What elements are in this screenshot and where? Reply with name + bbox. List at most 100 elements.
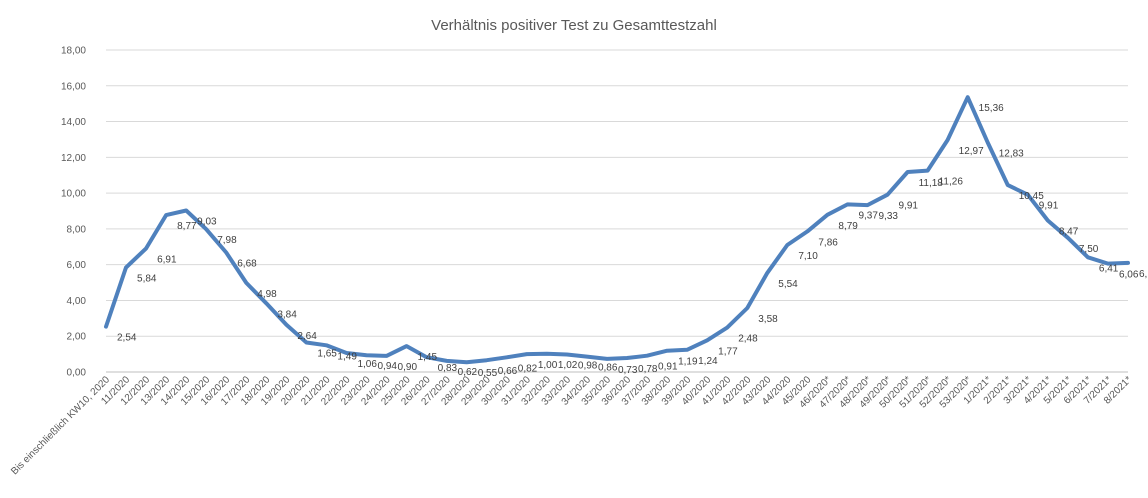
data-label: 9,03 [197, 216, 217, 227]
data-label: 0,82 [518, 363, 538, 374]
data-label: 8,77 [177, 221, 197, 232]
data-point [785, 243, 789, 247]
data-point [565, 352, 569, 356]
data-point [705, 338, 709, 342]
data-point [1086, 255, 1090, 259]
data-label: 1,00 [538, 360, 558, 371]
data-point [685, 348, 689, 352]
y-axis: 0,00 2,00 4,00 6,00 8,00 10,00 12,00 14,00 16,00… [61, 46, 86, 379]
data-label: 0,98 [578, 360, 598, 371]
data-label: 7,98 [217, 235, 237, 246]
data-point [765, 271, 769, 275]
data-point [1026, 193, 1030, 197]
data-point [224, 251, 228, 255]
data-label: 15,36 [979, 103, 1004, 114]
data-point [986, 140, 990, 144]
data-point [946, 138, 950, 142]
data-label: 2,54 [117, 333, 137, 344]
data-point [1106, 262, 1110, 266]
data-label: 4,98 [257, 289, 277, 300]
data-label: 6,68 [237, 259, 257, 270]
data-point [385, 354, 389, 358]
data-point [204, 227, 208, 231]
y-tick-label: 0,00 [67, 368, 87, 379]
data-point [966, 95, 970, 99]
series-ratio [104, 95, 1130, 365]
data-label: 1,49 [337, 351, 357, 362]
y-tick-label: 10,00 [61, 189, 86, 200]
data-point [124, 266, 128, 270]
data-point [144, 246, 148, 250]
data-label: 1,06 [357, 359, 377, 370]
data-label: 3,84 [277, 309, 297, 320]
y-tick-label: 2,00 [67, 332, 87, 343]
y-tick-label: 12,00 [61, 153, 86, 164]
data-point [585, 355, 589, 359]
data-label: 0,83 [438, 363, 458, 374]
y-tick-label: 14,00 [61, 117, 86, 128]
data-point [845, 202, 849, 206]
data-label: 1,77 [718, 346, 738, 357]
data-point [625, 356, 629, 360]
data-point [745, 306, 749, 310]
data-label: 0,62 [458, 367, 478, 378]
data-label: 0,94 [378, 361, 398, 372]
data-label: 9,37 [858, 210, 878, 221]
data-point [1126, 261, 1130, 265]
data-label: 6,41 [1099, 263, 1119, 274]
data-point [505, 355, 509, 359]
data-point [865, 203, 869, 207]
y-tick-label: 8,00 [67, 224, 87, 235]
data-labels: 2,54 5,846,91 8,77 9,037,98 6,68 4,983,842,64… [117, 103, 1148, 379]
data-label: 7,86 [818, 237, 838, 248]
data-label: 0,73 [618, 365, 638, 376]
data-point [886, 193, 890, 197]
data-point [104, 325, 108, 329]
data-point [425, 355, 429, 359]
data-point [1046, 218, 1050, 222]
data-label: 0,66 [498, 366, 518, 377]
data-point [324, 343, 328, 347]
data-label: 7,50 [1079, 244, 1099, 255]
data-point [304, 340, 308, 344]
data-label: 1,02 [558, 360, 578, 371]
data-point [525, 352, 529, 356]
data-label: 11,26 [939, 177, 964, 188]
data-label: 1,19 [678, 357, 698, 368]
data-label: 12,83 [999, 148, 1024, 159]
y-tick-label: 18,00 [61, 46, 86, 57]
data-label: 6,06 [1119, 270, 1139, 281]
data-label: 11,18 [919, 178, 944, 189]
data-point [365, 353, 369, 357]
chart-title: Verhältnis positiver Test zu Gesamttestz… [431, 17, 717, 34]
data-point [465, 360, 469, 364]
data-label: 10,45 [1019, 191, 1044, 202]
y-tick-label: 4,00 [67, 296, 87, 307]
data-label: 12,97 [959, 146, 984, 157]
data-label: 9,91 [1039, 201, 1059, 212]
data-label: 0,90 [398, 362, 418, 373]
data-point [805, 229, 809, 233]
data-point [244, 281, 248, 285]
data-label: 1,24 [698, 356, 718, 367]
data-label: 1,45 [418, 352, 438, 363]
data-label: 0,91 [658, 362, 678, 373]
data-point [605, 357, 609, 361]
data-label: 9,91 [899, 201, 919, 212]
data-point [445, 359, 449, 363]
x-tick-label: Bis einschließlich KW10, 2020 [9, 374, 112, 477]
gridlines [106, 49, 1128, 373]
data-point [344, 351, 348, 355]
data-point [1066, 236, 1070, 240]
data-point [264, 301, 268, 305]
data-point [906, 170, 910, 174]
data-point [645, 354, 649, 358]
data-label: 5,84 [137, 274, 157, 285]
data-point [164, 213, 168, 217]
data-label: 2,64 [297, 331, 317, 342]
data-point [545, 352, 549, 356]
data-label: 8,47 [1059, 226, 1079, 237]
data-label: 2,48 [738, 334, 758, 345]
series-line [104, 95, 1130, 365]
y-tick-label: 6,00 [67, 260, 87, 271]
